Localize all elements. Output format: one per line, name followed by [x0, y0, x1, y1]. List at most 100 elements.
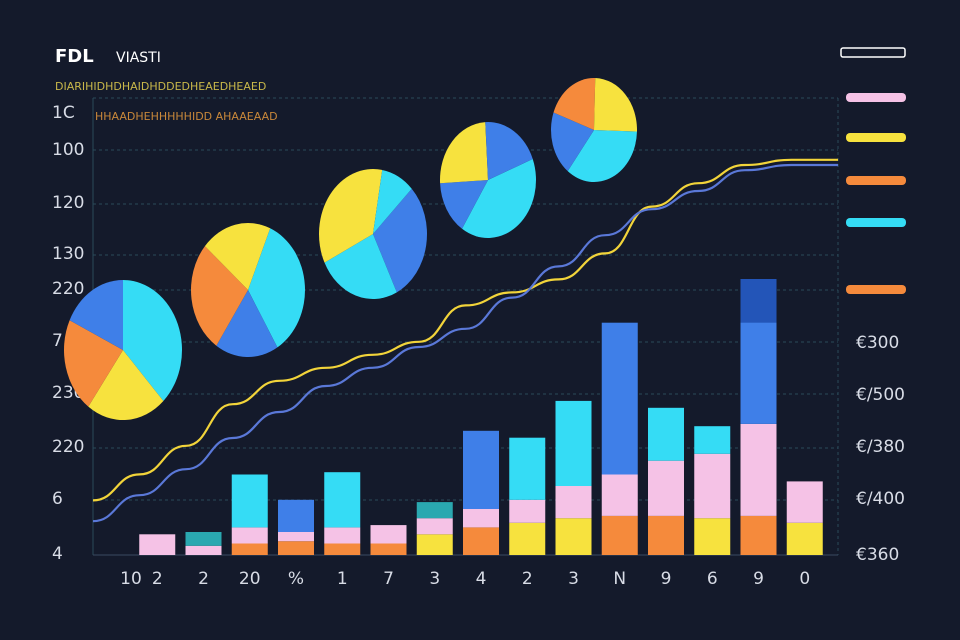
x-tick-label: 7 — [383, 569, 394, 589]
y-tick-label-right: €/380 — [856, 437, 905, 457]
y-tick-label-left: 220 — [52, 279, 84, 299]
bar-segment-mid-pink[interactable] — [648, 460, 684, 516]
x-tick-label: 2 — [198, 569, 209, 589]
bar-segment-mid-pink[interactable] — [185, 545, 222, 555]
bar-segment-mid-pink[interactable] — [463, 509, 499, 528]
pie-slice[interactable] — [373, 169, 412, 234]
pie-slice[interactable] — [64, 320, 123, 407]
bar-segment-mid-pink[interactable] — [509, 499, 546, 523]
pie-slice[interactable] — [462, 158, 536, 238]
legend-swatch[interactable] — [846, 285, 906, 294]
bar-segment-base-orange[interactable] — [740, 515, 777, 555]
pie-chart[interactable] — [191, 222, 305, 357]
bar-segment-base-yellow[interactable] — [555, 518, 592, 555]
bar-segment-mid-pink[interactable] — [278, 532, 314, 542]
y-tick-label-left: 7 — [52, 331, 63, 351]
bar-segment-base-orange[interactable] — [231, 543, 268, 556]
bar-segment-base-yellow[interactable] — [416, 534, 453, 555]
bar-segment-base-orange[interactable] — [463, 527, 499, 555]
x-tick-label: 2 — [522, 569, 533, 589]
bar-segment-top-blue[interactable] — [601, 322, 638, 475]
legend-swatch[interactable] — [846, 176, 906, 185]
x-tick-label: N — [613, 569, 626, 589]
pie-chart[interactable] — [440, 122, 536, 238]
trend-lines — [92, 158, 838, 523]
bar-segment-mid-pink[interactable] — [324, 527, 361, 544]
legend-swatch[interactable] — [846, 133, 906, 142]
pie-slice[interactable] — [551, 112, 594, 172]
bar-segment-top-cyan[interactable] — [694, 426, 731, 454]
bar-segment-top-cyan[interactable] — [231, 474, 268, 528]
pie-slice[interactable] — [485, 122, 533, 180]
bar-segment-base-orange[interactable] — [370, 543, 407, 556]
pie-slice[interactable] — [248, 228, 305, 348]
bar-segment-top-teal[interactable] — [185, 532, 222, 546]
bar-segment-top-blue[interactable] — [463, 430, 499, 509]
pie-slice[interactable] — [567, 130, 637, 183]
pie-chart[interactable] — [318, 168, 427, 299]
pie-slice[interactable] — [373, 188, 427, 293]
bars — [139, 279, 823, 555]
y-tick-label-left: 1C — [52, 103, 75, 123]
y-axis-right: €300 €/500 €/380 €/400 €360 — [856, 333, 905, 565]
pie-slice[interactable] — [123, 280, 182, 402]
pie-chart[interactable] — [64, 280, 182, 420]
pie-slice[interactable] — [69, 280, 123, 350]
brand-title: FDL — [55, 46, 94, 67]
pie-slice[interactable] — [440, 122, 488, 184]
bar-segment-base-orange[interactable] — [278, 541, 314, 555]
x-tick-label: 3 — [429, 569, 440, 589]
bar-segment-mid-pink[interactable] — [370, 525, 407, 544]
legend[interactable] — [840, 47, 906, 294]
bar-segment-top-cyan[interactable] — [555, 400, 592, 486]
line-blue-trend[interactable] — [92, 163, 838, 523]
bar-segment-base-orange[interactable] — [648, 515, 684, 555]
line-yellow-trend[interactable] — [92, 158, 838, 502]
bar-segment-top-cyan[interactable] — [648, 407, 684, 461]
bar-segment-mid-pink[interactable] — [694, 453, 731, 519]
pie-slice[interactable] — [216, 290, 278, 357]
pie-slice[interactable] — [440, 180, 488, 229]
bar-segment-top-teal[interactable] — [416, 502, 453, 519]
pie-slice[interactable] — [324, 234, 397, 299]
x-tick-label: 0 — [799, 569, 810, 589]
pie-slice[interactable] — [318, 168, 383, 263]
bar-segment-base-yellow[interactable] — [509, 522, 546, 555]
bar-segment-top-cyan[interactable] — [509, 437, 546, 500]
y-tick-label-right: €/500 — [856, 385, 905, 405]
pie-slice[interactable] — [594, 78, 638, 132]
pie-chart[interactable] — [551, 77, 638, 183]
pie-slice[interactable] — [553, 77, 596, 130]
y-tick-label-left: 120 — [52, 193, 84, 213]
y-tick-label-left: 130 — [52, 244, 84, 264]
x-tick-label: 4 — [476, 569, 487, 589]
bar-segment-mid-pink[interactable] — [231, 527, 268, 544]
pie-slice[interactable] — [88, 350, 164, 420]
bar-segment-mid-pink[interactable] — [555, 486, 592, 519]
legend-swatch[interactable] — [846, 218, 906, 227]
bar-segment-top-blue[interactable] — [740, 315, 777, 424]
x-tick-label: 20 — [239, 569, 261, 589]
x-tick-label: 2 — [152, 569, 163, 589]
bar-segment-floating[interactable] — [740, 279, 777, 323]
bar-segment-mid-pink[interactable] — [740, 423, 777, 516]
pie-slice[interactable] — [191, 246, 248, 346]
bar-segment-mid-pink[interactable] — [601, 474, 638, 516]
pie-slice[interactable] — [204, 222, 271, 290]
legend-swatch[interactable] — [840, 47, 906, 58]
bar-segment-top-blue[interactable] — [278, 499, 314, 532]
bar-segment-base-yellow[interactable] — [694, 518, 731, 555]
x-axis: 10 2 2 20% 1 7 3 4 2 3 N 9 6 9 0 — [120, 569, 810, 589]
subtitle-line-2: HHAADHEHHHHHIDD AHAAEAAD — [95, 110, 278, 123]
legend-swatch[interactable] — [846, 93, 906, 102]
bar-segment-top-cyan[interactable] — [324, 472, 361, 528]
bar-segment-base-orange[interactable] — [601, 515, 638, 555]
bar-segment-base-orange[interactable] — [324, 543, 361, 556]
bar-segment-base-yellow[interactable] — [786, 522, 823, 555]
bar-segment-mid-pink[interactable] — [139, 534, 176, 555]
y-tick-label-left: 4 — [52, 544, 63, 564]
bar-segment-mid-pink[interactable] — [416, 518, 453, 535]
x-tick-label: % — [288, 569, 304, 589]
bar-segment-mid-pink[interactable] — [786, 481, 823, 523]
